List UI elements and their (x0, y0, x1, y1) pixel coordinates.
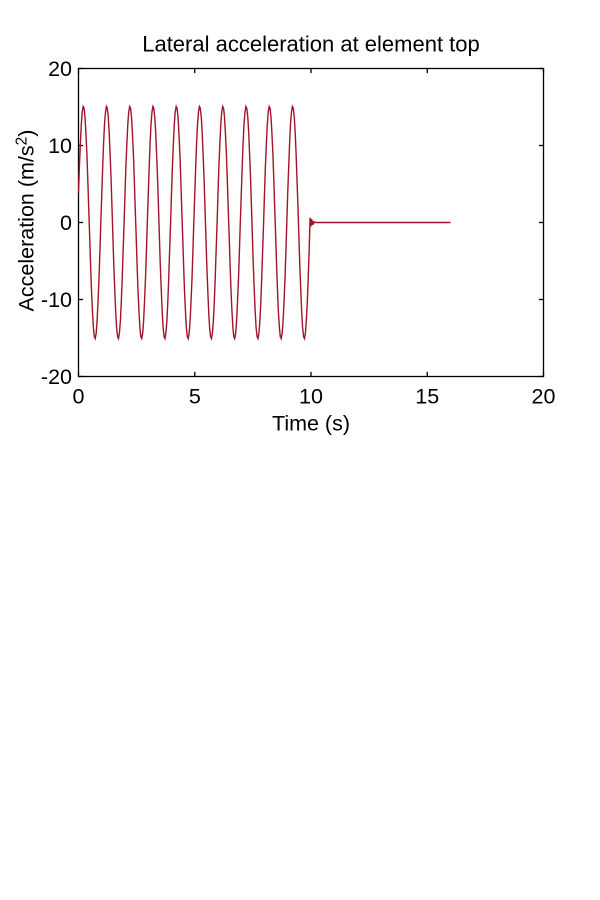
svg-text:-10: -10 (41, 288, 72, 312)
svg-text:Lateral acceleration at elemen: Lateral acceleration at element top (142, 32, 480, 57)
svg-text:Time (s): Time (s) (272, 412, 350, 436)
svg-text:-20: -20 (41, 365, 72, 389)
svg-text:10: 10 (48, 134, 72, 158)
svg-text:0: 0 (60, 211, 72, 235)
svg-text:5: 5 (189, 385, 201, 409)
svg-text:15: 15 (415, 385, 439, 409)
svg-text:20: 20 (532, 385, 556, 409)
svg-text:0: 0 (73, 385, 85, 409)
svg-text:20: 20 (48, 57, 72, 81)
svg-text:10: 10 (299, 385, 323, 409)
svg-text:Acceleration (m/s2): Acceleration (m/s2) (14, 130, 39, 312)
